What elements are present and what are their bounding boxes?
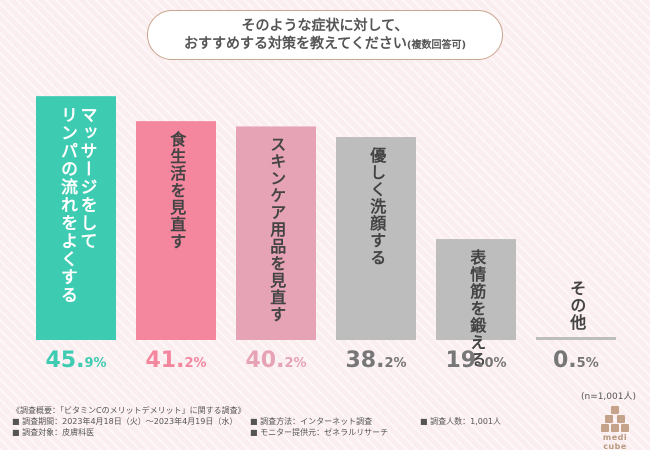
category-label-line: 表情筋を鍛える bbox=[467, 249, 487, 369]
question-box: そのような症状に対して、 おすすめする対策を教えてください(複数回答可) bbox=[147, 10, 503, 60]
value-label-0: 45.9% bbox=[46, 348, 107, 373]
question-main: おすすめする対策を教えてください bbox=[183, 36, 407, 52]
bar-3 bbox=[336, 137, 416, 340]
survey-target: ■ 調査対象：皮膚科医 bbox=[12, 428, 95, 437]
category-label-line: 優しく洗顔する bbox=[367, 147, 387, 267]
value-label-dec: 0% bbox=[484, 356, 507, 371]
value-label-2: 40.2% bbox=[246, 348, 307, 373]
bars-layer bbox=[36, 96, 616, 340]
sample-size-note: (n=1,001人) bbox=[580, 392, 636, 402]
value-label-5: 0.5% bbox=[553, 348, 599, 373]
survey-count: ■ 調査人数：1,001人 bbox=[420, 417, 502, 426]
category-label-line: マッサージをして bbox=[76, 106, 97, 251]
value-label-dec: 2% bbox=[284, 356, 307, 371]
value-label-int: 45. bbox=[45, 348, 85, 373]
value-label-int: 0. bbox=[553, 348, 577, 373]
category-label-line: 食生活を見直す bbox=[167, 131, 187, 251]
category-label-1: 食生活を見直す bbox=[167, 131, 187, 251]
value-label-dec: 2% bbox=[184, 356, 207, 371]
medi-cube-logo-icon bbox=[601, 406, 629, 432]
value-label-dec: 9% bbox=[84, 356, 107, 371]
brand-name: medi cube bbox=[602, 433, 628, 450]
value-label-int: 40. bbox=[245, 348, 285, 373]
question-sub: (複数回答可) bbox=[406, 40, 467, 51]
survey-overview: 《調査概要：「ビタミンCのメリットデメリット」に関する調査》 bbox=[12, 406, 246, 415]
category-label-0: マッサージをして リンパの流れをよくする bbox=[56, 106, 97, 305]
survey-provider: ■ モニター提供元：ゼネラルリサーチ bbox=[250, 428, 389, 437]
bar-4 bbox=[436, 239, 516, 340]
value-label-1: 41.2% bbox=[146, 348, 207, 373]
bar-1 bbox=[136, 121, 216, 340]
bar-0 bbox=[36, 96, 116, 340]
category-label-5: その他 bbox=[567, 280, 587, 332]
value-label-dec: 5% bbox=[576, 356, 599, 371]
category-label-2: スキンケア用品を見直す bbox=[267, 136, 287, 324]
question-line-1: そのような症状に対して、 bbox=[241, 18, 409, 34]
bar-chart: マッサージをして リンパの流れをよくする 45.9% 食生活を見直す 41.2% スキンケ… bbox=[36, 96, 616, 373]
bar-2 bbox=[236, 126, 316, 340]
value-label-int: 19. bbox=[445, 348, 485, 373]
value-label-int: 41. bbox=[145, 348, 185, 373]
survey-footer: 《調査概要：「ビタミンCのメリットデメリット」に関する調査》 ■ 調査期間：20… bbox=[12, 405, 572, 438]
category-label-line: その他 bbox=[567, 280, 587, 332]
survey-period: ■ 調査期間：2023年4月18日（火）～2023年4月19日（水） bbox=[12, 417, 238, 426]
value-label-3: 38.2% bbox=[346, 348, 407, 373]
category-label-line: スキンケア用品を見直す bbox=[267, 136, 287, 324]
category-label-3: 優しく洗顔する bbox=[367, 147, 387, 267]
bar-5 bbox=[536, 337, 616, 340]
category-label-line: リンパの流れをよくする bbox=[56, 106, 77, 305]
brand-logo: medi cube bbox=[590, 405, 640, 450]
category-label-4: 表情筋を鍛える bbox=[467, 249, 487, 369]
value-label-dec: 2% bbox=[384, 356, 407, 371]
question-line-2: おすすめする対策を教えてください(複数回答可) bbox=[148, 35, 502, 55]
survey-method: ■ 調査方法：インターネット調査 bbox=[250, 417, 373, 426]
value-label-4: 19.0% bbox=[446, 348, 507, 373]
value-label-int: 38. bbox=[345, 348, 385, 373]
